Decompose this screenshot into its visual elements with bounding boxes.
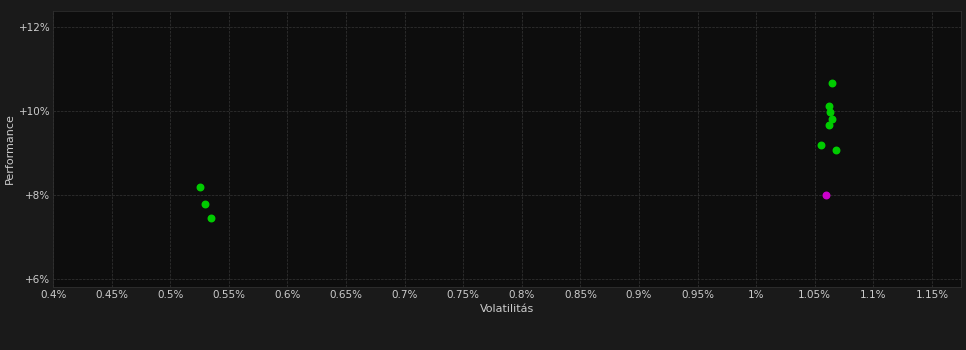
Point	[828, 147, 843, 152]
Y-axis label: Performance: Performance	[5, 113, 14, 184]
Point	[822, 109, 838, 115]
Point	[825, 80, 840, 85]
Point	[204, 215, 219, 221]
Point	[821, 103, 837, 109]
X-axis label: Volatilitás: Volatilitás	[480, 304, 534, 314]
Point	[198, 201, 213, 207]
Point	[192, 184, 208, 190]
Point	[819, 192, 835, 198]
Point	[812, 142, 828, 148]
Point	[821, 122, 837, 128]
Point	[825, 117, 840, 122]
